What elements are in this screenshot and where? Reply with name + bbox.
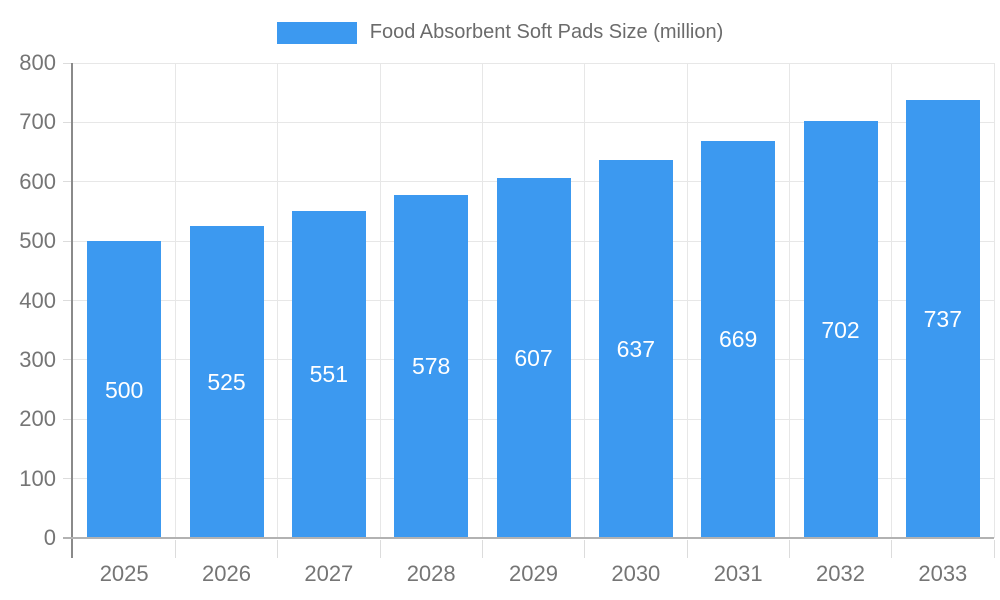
y-tick <box>63 359 73 361</box>
legend-swatch <box>276 21 357 44</box>
gridline-v <box>993 63 995 538</box>
plot-area: 500 525 551 578 607 637 669 702 737 <box>63 62 995 558</box>
bar[interactable] <box>803 121 878 538</box>
y-axis-tick-label: 600 <box>19 168 56 194</box>
x-axis-tick-label: 2026 <box>202 561 251 586</box>
x-tick <box>584 540 586 558</box>
x-tick <box>993 540 995 558</box>
gridline-v <box>891 63 893 538</box>
bar[interactable] <box>496 177 571 538</box>
bar-value-label: 500 <box>104 376 144 403</box>
gridline-v <box>481 63 483 538</box>
x-axis-tick-label: 2030 <box>611 561 661 586</box>
y-tick <box>63 418 73 420</box>
y-axis-tick-label: 800 <box>19 50 56 75</box>
x-axis-tick-label: 2029 <box>509 561 558 586</box>
x-axis-tick-label: 2033 <box>918 561 968 586</box>
x-axis-labels: 2025 2026 2027 2028 2029 2030 2031 2032 2033 <box>0 561 1000 589</box>
y-tick <box>63 240 73 242</box>
y-axis-tick-label: 500 <box>19 228 56 254</box>
bar[interactable] <box>394 194 469 538</box>
x-axis-line <box>63 537 994 539</box>
bar-value-label: 737 <box>923 306 963 333</box>
y-axis-tick-label: 300 <box>19 346 56 372</box>
y-tick <box>63 300 73 301</box>
bar-value-label: 525 <box>207 369 246 396</box>
bar-value-label: 669 <box>718 326 758 353</box>
bar[interactable] <box>189 226 264 538</box>
x-axis-tick-label: 2032 <box>816 561 865 586</box>
y-axis-tick-label: 700 <box>19 109 56 135</box>
x-tick <box>788 540 790 558</box>
legend[interactable]: Food Absorbent Soft Pads Size (million) <box>0 21 1000 44</box>
gridline-v <box>686 63 688 538</box>
y-axis-tick-label: 0 <box>43 525 56 550</box>
y-axis-tick-label: 400 <box>19 287 56 313</box>
bar[interactable] <box>701 140 776 538</box>
gridline-v <box>584 63 586 538</box>
x-tick <box>891 540 893 558</box>
x-axis-tick-label: 2027 <box>304 561 354 586</box>
x-tick <box>174 540 176 558</box>
gridline-h <box>73 121 994 123</box>
x-axis-tick-label: 2028 <box>406 561 456 586</box>
gridline-h <box>73 62 994 64</box>
y-axis-line <box>71 63 73 558</box>
bar[interactable] <box>87 241 162 538</box>
bar[interactable] <box>291 210 366 538</box>
bar-value-label: 637 <box>616 335 656 362</box>
y-tick <box>63 62 73 64</box>
gridline-v <box>174 63 176 538</box>
gridline-v <box>277 63 279 538</box>
x-tick <box>686 540 688 558</box>
gridline-v <box>788 63 790 538</box>
bar-value-label: 578 <box>411 353 451 380</box>
bar-value-label: 702 <box>821 316 860 343</box>
bar[interactable] <box>905 100 980 538</box>
y-axis-tick-label: 200 <box>19 406 56 432</box>
bar-value-label: 551 <box>309 361 349 388</box>
x-axis-tick-label: 2031 <box>713 561 763 586</box>
x-axis-tick-label: 2025 <box>99 561 149 586</box>
x-tick <box>481 540 483 558</box>
y-tick <box>63 478 73 480</box>
y-tick <box>63 121 73 123</box>
y-tick <box>63 181 73 183</box>
gridline-v <box>379 63 381 538</box>
y-axis-tick-label: 100 <box>19 465 56 491</box>
x-tick <box>379 540 381 558</box>
x-tick <box>277 540 279 558</box>
bar[interactable] <box>598 159 673 538</box>
legend-label: Food Absorbent Soft Pads Size (million) <box>369 21 724 43</box>
bar-value-label: 607 <box>514 344 553 371</box>
